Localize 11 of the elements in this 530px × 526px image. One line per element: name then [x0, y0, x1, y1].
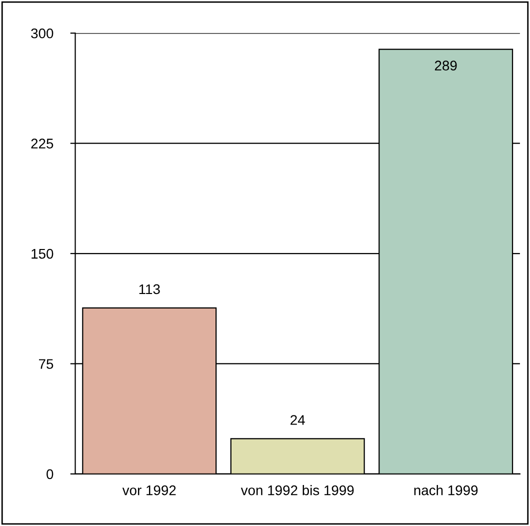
data-label: 24: [290, 415, 305, 425]
x-tick-label: nach 1999: [414, 485, 478, 496]
data-label: 289: [434, 60, 457, 71]
y-tick-label: 150: [32, 248, 54, 259]
x-tick-label: vor 1992: [122, 485, 176, 496]
y-tick-label: 300: [31, 28, 54, 38]
y-tick-label: 225: [31, 138, 54, 149]
y-tick-label: 75: [38, 359, 54, 369]
data-label: 113: [139, 284, 160, 294]
y-tick-label: 0: [46, 469, 54, 480]
x-tick-label: von 1992 bis 1999: [240, 485, 354, 496]
